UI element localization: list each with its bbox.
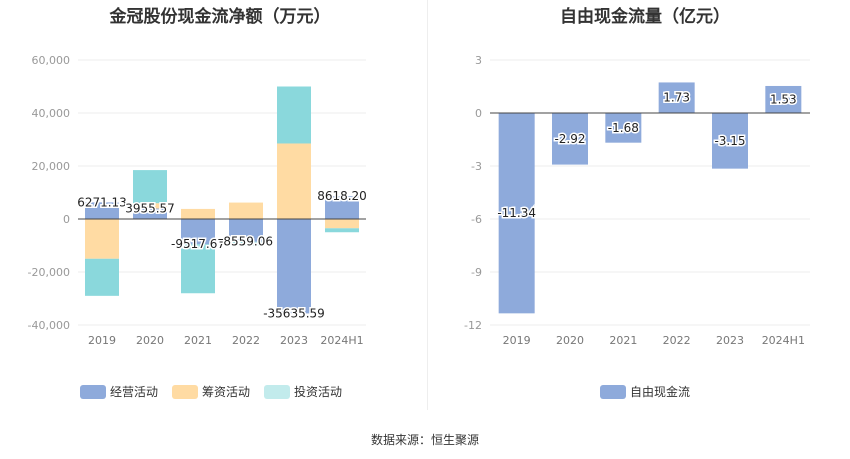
data-label: 3955.57 — [125, 202, 175, 216]
x-tick-label: 2020 — [136, 334, 164, 347]
bar-2 — [277, 143, 311, 219]
y-tick-label: -40,000 — [28, 319, 70, 332]
y-tick-label: -12 — [464, 319, 482, 332]
legend-item-operating[interactable]: 经营活动 — [80, 383, 158, 400]
data-label: -2.92 — [554, 132, 585, 146]
y-tick-label: 60,000 — [32, 54, 71, 67]
legend-swatch-free-cash-flow — [600, 384, 626, 399]
bar-2 — [181, 208, 215, 219]
data-label: -1.68 — [608, 121, 639, 135]
data-label: -8559.06 — [219, 235, 273, 249]
y-tick-label: -9 — [471, 266, 482, 279]
legend-label-operating: 经营活动 — [110, 385, 159, 399]
bar-2 — [325, 219, 359, 229]
data-label: -3.15 — [714, 134, 745, 148]
y-tick-label: 20,000 — [32, 160, 71, 173]
data-label: -35635.59 — [263, 306, 325, 320]
x-tick-label: 2020 — [556, 334, 584, 347]
bar-3 — [85, 258, 119, 296]
legend-swatch-operating — [80, 384, 106, 399]
bar-2 — [133, 203, 167, 209]
legend-label-financing: 筹资活动 — [202, 385, 251, 399]
legend-swatch-investing — [264, 384, 291, 399]
data-label: -9517.67 — [171, 237, 225, 251]
x-tick-label: 2019 — [503, 334, 531, 347]
bar-1 — [498, 113, 535, 314]
bar-3 — [181, 244, 215, 294]
y-tick-label: -3 — [471, 160, 482, 173]
legend-item-investing[interactable]: 投资活动 — [264, 383, 342, 400]
y-tick-label: 40,000 — [32, 107, 71, 120]
bar-1 — [325, 196, 359, 219]
y-tick-label: 0 — [475, 107, 482, 120]
legend-item-financing[interactable]: 筹资活动 — [172, 383, 250, 400]
x-tick-label: 2019 — [88, 334, 116, 347]
data-label: -11.34 — [497, 206, 536, 220]
y-tick-label: 0 — [63, 213, 70, 226]
y-tick-label: 3 — [475, 54, 482, 67]
data-label: 1.53 — [770, 92, 797, 106]
data-label: 6271.13 — [77, 195, 127, 209]
legend-item-free-cash-flow[interactable]: 自由现金流 — [600, 383, 690, 400]
right-legend: 自由现金流 — [600, 383, 690, 400]
x-tick-label: 2022 — [663, 334, 691, 347]
cash-flow-chart: 60,000 40,000 20,000 0 -20,000 -40,000 2019 202… — [28, 54, 369, 347]
bar-1 — [229, 219, 263, 242]
bar-1 — [277, 219, 311, 314]
y-tick-label: -20,000 — [28, 266, 70, 279]
legend-label-free-cash-flow: 自由现金流 — [630, 385, 691, 399]
bar-3 — [133, 170, 167, 204]
bar-3 — [325, 228, 359, 233]
bar-1 — [552, 113, 588, 165]
bar-1 — [133, 208, 167, 219]
bar-3 — [277, 86, 311, 144]
x-tick-label: 2024H1 — [762, 334, 805, 347]
data-label: 1.73 — [663, 91, 690, 105]
x-tick-label: 2023 — [716, 334, 744, 347]
free-cash-flow-chart: 3 0 -3 -6 -9 -12 2019 2020 2021 2022 2023 2024H1 -11… — [464, 54, 810, 347]
data-source-note: 数据来源：恒生聚源 — [370, 433, 479, 447]
bar-2 — [85, 219, 119, 259]
bar-2 — [229, 202, 263, 219]
x-tick-label: 2021 — [609, 334, 637, 347]
bar-3 — [229, 241, 263, 246]
panel-divider — [427, 0, 428, 410]
y-tick-label: -6 — [471, 213, 482, 226]
left-legend: 经营活动 筹资活动 投资活动 — [80, 383, 342, 400]
bar-1 — [765, 85, 802, 113]
bar-1 — [181, 219, 215, 245]
x-tick-label: 2023 — [280, 334, 308, 347]
legend-swatch-financing — [172, 384, 199, 399]
x-tick-label: 2024H1 — [320, 334, 363, 347]
data-label: 8618.20 — [317, 189, 367, 203]
x-tick-label: 2021 — [184, 334, 212, 347]
right-chart-title: 自由现金流量（亿元） — [560, 7, 730, 27]
bar-1 — [658, 82, 695, 113]
legend-label-investing: 投资活动 — [294, 385, 343, 399]
bar-1 — [712, 113, 748, 169]
x-tick-label: 2022 — [232, 334, 260, 347]
bar-1 — [85, 202, 119, 219]
left-chart-title: 金冠股份现金流净额（万元） — [109, 7, 331, 27]
bar-1 — [605, 113, 642, 143]
